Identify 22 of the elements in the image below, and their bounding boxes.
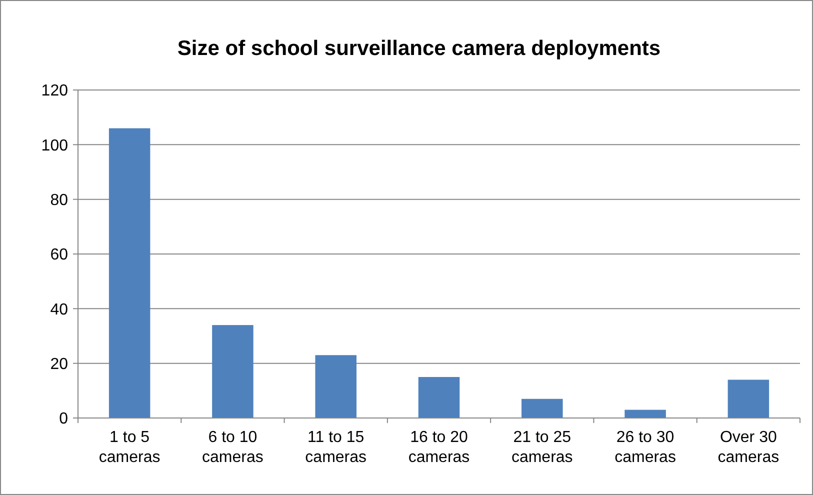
y-tick-label: 0 (59, 410, 68, 428)
x-tick-label: 11 to 15 cameras (305, 429, 367, 466)
y-tick-label: 20 (50, 356, 68, 373)
x-tick-label: 16 to 20 cameras (408, 429, 470, 466)
bar (315, 355, 356, 418)
x-tick-label: 6 to 10 cameras (202, 429, 264, 466)
chart-title: Size of school surveillance camera deployments (177, 37, 661, 60)
y-tick-label: 60 (50, 246, 68, 264)
y-tick-label: 80 (50, 192, 68, 209)
x-tick-label: 1 to 5 cameras (98, 429, 160, 466)
x-tick-label: Over 30 cameras (718, 429, 780, 466)
y-tick-label: 100 (41, 137, 68, 154)
bar (108, 128, 150, 418)
x-tick-label: 21 to 25 cameras (511, 429, 573, 466)
y-tick-label: 120 (41, 82, 68, 100)
bar (212, 325, 254, 418)
bar (522, 398, 563, 418)
y-tick-label: 40 (50, 301, 68, 318)
bar (418, 377, 460, 418)
bar (624, 410, 666, 418)
bar (728, 380, 770, 418)
x-tick-label: 26 to 30 cameras (614, 429, 676, 466)
